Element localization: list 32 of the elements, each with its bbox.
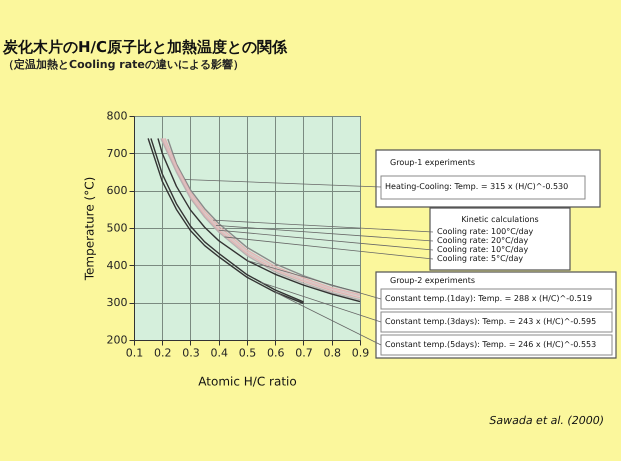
y-axis-title: Temperature (°C): [82, 176, 97, 282]
annotation: Cooling rate: 20°C/day: [437, 236, 528, 245]
chart-title: 炭化木片のH/C原子比と加熱温度との関係: [2, 38, 288, 56]
y-tick-label: 200: [106, 334, 128, 346]
annotation: Heating-Cooling: Temp. = 315 x (H/C)^-0.530: [385, 182, 568, 191]
annotation: Cooling rate: 10°C/day: [437, 245, 528, 254]
text: Group-1 experiments: [390, 158, 475, 167]
x-tick-label: 0.1: [126, 346, 144, 360]
chart-subtitle: （定温加熱とCooling rateの違いによる影響）: [3, 58, 244, 71]
x-tick-label: 0.7: [295, 346, 313, 360]
text: Kinetic calculations: [461, 215, 539, 224]
y-tick-label: 700: [106, 146, 128, 160]
x-tick-label: 0.9: [352, 346, 370, 360]
y-tick-label: 300: [106, 296, 128, 310]
x-tick-label: 0.8: [324, 346, 341, 360]
x-tick-label: 0.6: [267, 346, 284, 360]
annotation: Cooling rate: 100°C/day: [437, 227, 534, 236]
y-tick-label: 500: [106, 222, 128, 234]
text: Group-2 experiments: [390, 276, 475, 285]
y-tick-label: 600: [106, 184, 128, 198]
annotation: Constant temp.(1day): Temp. = 288 x (H/C)^-0.519: [385, 294, 592, 303]
x-tick-label: 0.5: [238, 346, 256, 360]
y-tick-label: 400: [106, 258, 128, 272]
x-axis-title: Atomic H/C ratio: [198, 374, 297, 388]
x-tick-label: 0.4: [210, 346, 228, 360]
annotation: Constant temp.(3days): Temp. = 243 x (H/C)^-0.595: [385, 317, 596, 326]
annotation: Cooling rate: 5°C/day: [437, 254, 524, 263]
y-tick-label: 800: [106, 110, 128, 122]
annotation: Constant temp.(5days): Temp. = 246 x (H/C)^-0.553: [385, 340, 596, 349]
x-tick-label: 0.3: [182, 346, 200, 360]
x-tick-label: 0.2: [154, 346, 172, 360]
text: Sawada et al. (2000): [489, 414, 604, 427]
